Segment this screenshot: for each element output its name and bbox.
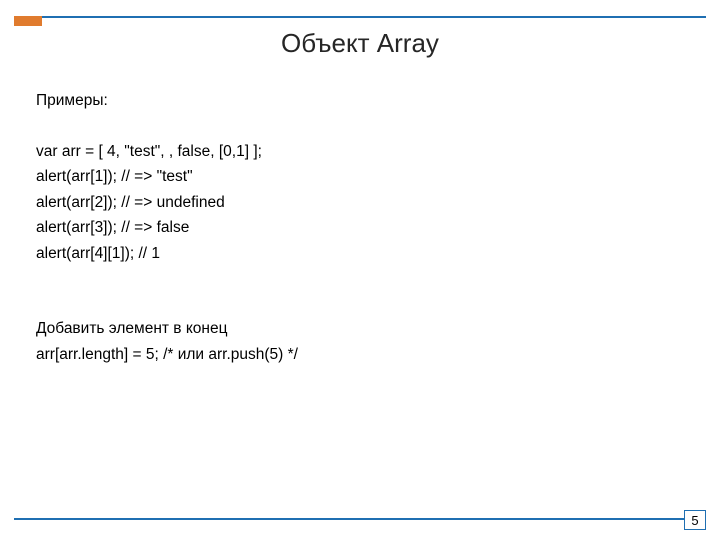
page-number: 5 xyxy=(691,513,698,528)
code-line: alert(arr[2]); // => undefined xyxy=(36,190,684,216)
code-line: Добавить элемент в конец xyxy=(36,316,684,342)
page-number-box: 5 xyxy=(684,510,706,530)
code-line: var arr = [ 4, "test", , false, [0,1] ]; xyxy=(36,139,684,165)
code-line: alert(arr[3]); // => false xyxy=(36,215,684,241)
slide-body: Примеры: var arr = [ 4, "test", , false,… xyxy=(36,88,684,368)
top-accent-box xyxy=(14,16,42,26)
code-line: alert(arr[4][1]); // 1 xyxy=(36,241,684,267)
top-rule xyxy=(14,16,706,18)
bottom-rule xyxy=(14,518,706,520)
code-line: arr[arr.length] = 5; /* или arr.push(5) … xyxy=(36,342,684,368)
code-line: Примеры: xyxy=(36,88,684,114)
slide-title: Объект Array xyxy=(0,28,720,59)
code-line: alert(arr[1]); // => "test" xyxy=(36,164,684,190)
